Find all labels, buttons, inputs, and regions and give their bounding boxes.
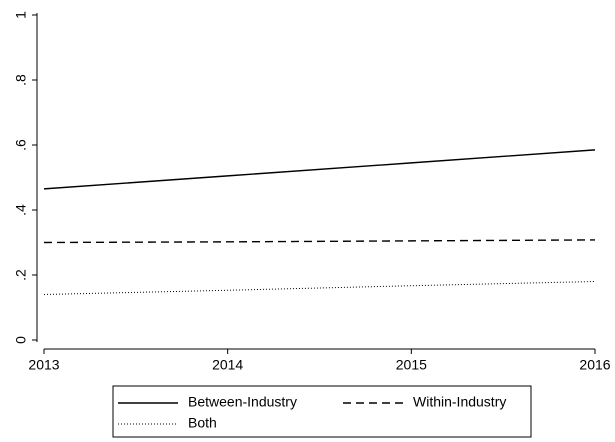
y-tick-label: .6 — [13, 139, 29, 151]
x-tick-label: 2013 — [28, 357, 59, 373]
legend-label: Between-Industry — [188, 394, 297, 410]
series-line — [43, 239, 596, 244]
series-line — [43, 281, 596, 295]
x-tick-label: 2014 — [212, 357, 243, 373]
legend-box — [112, 385, 532, 438]
y-tick-label: .2 — [13, 269, 29, 281]
y-tick-label: .8 — [13, 74, 29, 86]
legend-label: Within-Industry — [413, 394, 506, 410]
y-tick-label: .4 — [13, 204, 29, 216]
legend-label: Both — [188, 415, 217, 431]
x-tick-label: 2015 — [396, 357, 427, 373]
y-tick-label: 0 — [13, 336, 29, 344]
y-tick-label: 1 — [13, 11, 29, 19]
series-line — [43, 149, 596, 190]
x-tick-label: 2016 — [579, 357, 610, 373]
